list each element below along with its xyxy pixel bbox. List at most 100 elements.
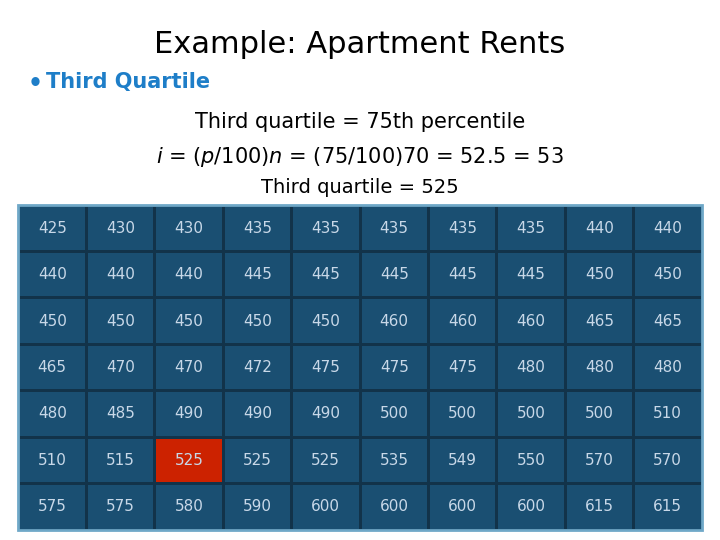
Text: 550: 550: [516, 453, 546, 468]
Text: 590: 590: [243, 500, 272, 514]
Bar: [498, 299, 564, 343]
Bar: [430, 346, 495, 389]
Bar: [156, 206, 222, 250]
Text: 440: 440: [585, 221, 614, 236]
Text: 600: 600: [448, 500, 477, 514]
Bar: [156, 299, 222, 343]
Text: 490: 490: [243, 407, 272, 421]
Text: 510: 510: [37, 453, 67, 468]
Bar: [361, 392, 427, 436]
Bar: [498, 392, 564, 436]
Bar: [88, 346, 153, 389]
Text: 445: 445: [379, 267, 409, 282]
Text: 465: 465: [37, 360, 67, 375]
Bar: [19, 438, 85, 482]
Text: 500: 500: [448, 407, 477, 421]
Bar: [225, 253, 290, 296]
Text: Example: Apartment Rents: Example: Apartment Rents: [154, 30, 566, 59]
Text: 450: 450: [585, 267, 614, 282]
Bar: [498, 438, 564, 482]
Text: 480: 480: [37, 407, 67, 421]
Text: •: •: [28, 72, 43, 96]
Bar: [293, 485, 359, 529]
Bar: [293, 299, 359, 343]
Bar: [225, 299, 290, 343]
Bar: [430, 299, 495, 343]
Text: 480: 480: [516, 360, 546, 375]
Text: 490: 490: [311, 407, 341, 421]
Text: 470: 470: [174, 360, 204, 375]
Bar: [361, 299, 427, 343]
Bar: [635, 392, 701, 436]
Text: 460: 460: [516, 314, 546, 328]
Text: 450: 450: [106, 314, 135, 328]
Text: 600: 600: [379, 500, 409, 514]
Bar: [635, 206, 701, 250]
Text: 525: 525: [174, 453, 204, 468]
Bar: [361, 438, 427, 482]
Bar: [293, 253, 359, 296]
Text: 480: 480: [653, 360, 683, 375]
Bar: [430, 438, 495, 482]
Bar: [635, 253, 701, 296]
Bar: [19, 206, 85, 250]
Text: 480: 480: [585, 360, 614, 375]
Text: 615: 615: [585, 500, 614, 514]
Bar: [156, 392, 222, 436]
Bar: [156, 253, 222, 296]
Bar: [635, 299, 701, 343]
Bar: [88, 485, 153, 529]
Bar: [635, 438, 701, 482]
Bar: [567, 392, 632, 436]
Bar: [156, 346, 222, 389]
Text: 475: 475: [379, 360, 409, 375]
Text: 575: 575: [37, 500, 67, 514]
Bar: [19, 392, 85, 436]
Text: 450: 450: [174, 314, 204, 328]
Text: 440: 440: [106, 267, 135, 282]
Text: 465: 465: [653, 314, 683, 328]
Bar: [225, 392, 290, 436]
Bar: [635, 485, 701, 529]
Bar: [293, 206, 359, 250]
Text: 525: 525: [243, 453, 272, 468]
Text: 425: 425: [37, 221, 67, 236]
Text: 470: 470: [106, 360, 135, 375]
Bar: [567, 253, 632, 296]
Text: 430: 430: [174, 221, 204, 236]
Bar: [88, 253, 153, 296]
Text: $i$ = ($p$/100)$n$ = (75/100)70 = 52.5 = 53: $i$ = ($p$/100)$n$ = (75/100)70 = 52.5 =…: [156, 145, 564, 169]
Text: 600: 600: [516, 500, 546, 514]
Bar: [361, 346, 427, 389]
Text: 460: 460: [379, 314, 409, 328]
Text: 472: 472: [243, 360, 272, 375]
Text: 535: 535: [379, 453, 409, 468]
Text: 435: 435: [243, 221, 272, 236]
Text: Third quartile = 75th percentile: Third quartile = 75th percentile: [195, 112, 525, 132]
Text: 445: 445: [516, 267, 546, 282]
Bar: [498, 346, 564, 389]
Bar: [225, 206, 290, 250]
Text: 435: 435: [379, 221, 409, 236]
Text: 570: 570: [585, 453, 614, 468]
Bar: [361, 485, 427, 529]
Text: 490: 490: [174, 407, 204, 421]
Text: 450: 450: [311, 314, 341, 328]
Text: 570: 570: [653, 453, 683, 468]
Text: 435: 435: [516, 221, 546, 236]
Bar: [225, 485, 290, 529]
Bar: [430, 253, 495, 296]
Text: 445: 445: [243, 267, 272, 282]
Text: 440: 440: [37, 267, 67, 282]
Bar: [88, 438, 153, 482]
Text: 515: 515: [106, 453, 135, 468]
Text: 450: 450: [653, 267, 683, 282]
Bar: [567, 485, 632, 529]
Text: 430: 430: [106, 221, 135, 236]
Text: Third Quartile: Third Quartile: [46, 72, 210, 92]
Bar: [19, 485, 85, 529]
Text: 485: 485: [106, 407, 135, 421]
Bar: [567, 438, 632, 482]
Text: 475: 475: [448, 360, 477, 375]
Text: 500: 500: [585, 407, 614, 421]
